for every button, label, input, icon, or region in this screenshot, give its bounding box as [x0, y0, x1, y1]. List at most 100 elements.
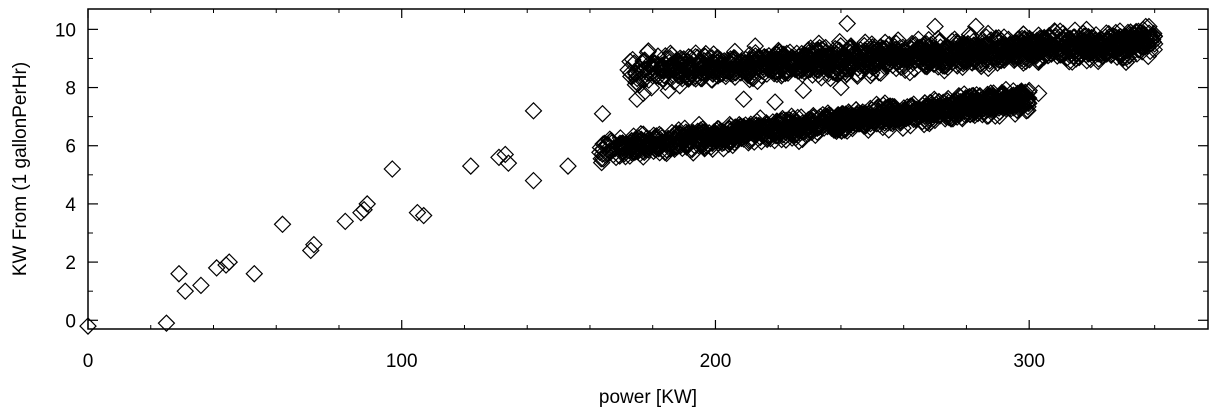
data-point: [767, 112, 786, 131]
data-point: [892, 47, 910, 66]
x-tick-label: 0: [83, 351, 94, 372]
data-point: [930, 45, 948, 63]
data-point: [996, 92, 1015, 111]
y-tick-label: 8: [65, 79, 76, 100]
data-point: [838, 14, 857, 33]
data-point: [1001, 42, 1020, 61]
data-point: [499, 154, 518, 173]
data-point: [647, 66, 666, 85]
data-point: [910, 40, 929, 59]
data-point: [660, 57, 679, 75]
x-axis-ticks: 0 100 200 300: [83, 9, 1156, 372]
data-point: [904, 110, 923, 129]
data-point: [839, 108, 858, 126]
y-tick-label: 0: [65, 311, 76, 332]
data-point: [1066, 21, 1084, 40]
data-point: [739, 62, 757, 81]
data-point: [795, 123, 813, 141]
data-point: [930, 93, 949, 111]
data-point: [903, 34, 921, 53]
data-point: [891, 107, 910, 126]
data-point: [627, 73, 645, 91]
data-point: [461, 157, 480, 175]
data-point: [950, 47, 969, 65]
data-point: [780, 120, 799, 139]
data-point: [1119, 41, 1137, 60]
data-point: [671, 137, 690, 155]
data-point: [832, 44, 851, 62]
data-point: [765, 131, 784, 150]
data-point: [730, 128, 749, 146]
data-point: [763, 113, 782, 131]
data-point: [1121, 30, 1139, 49]
data-point: [1047, 38, 1065, 57]
data-point: [883, 56, 902, 75]
y-tick-label: 4: [65, 195, 76, 216]
data-point: [716, 125, 735, 144]
data-point: [358, 195, 377, 213]
data-point: [987, 46, 1006, 65]
data-point: [832, 107, 851, 126]
data-point: [704, 45, 723, 63]
data-point: [689, 126, 708, 145]
data-point: [79, 317, 97, 335]
data-point: [1061, 29, 1079, 48]
data-point: [928, 99, 946, 118]
data-point: [355, 200, 373, 219]
data-point: [706, 124, 724, 143]
data-point: [731, 60, 749, 79]
data-point: [861, 118, 880, 137]
data-points: [79, 14, 1164, 335]
data-point: [945, 103, 963, 122]
data-point: [723, 127, 742, 145]
data-point: [741, 131, 760, 150]
data-point: [953, 109, 972, 128]
data-point: [686, 70, 705, 88]
data-point: [796, 114, 814, 132]
data-point: [650, 125, 669, 144]
data-point: [962, 49, 980, 68]
data-point: [524, 101, 543, 120]
data-point: [1097, 44, 1116, 63]
data-point: [832, 121, 851, 140]
data-point: [697, 63, 716, 82]
data-point: [157, 314, 176, 333]
data-point: [740, 70, 759, 89]
data-point: [823, 115, 841, 134]
data-point: [673, 127, 692, 146]
data-point: [843, 58, 862, 76]
data-point: [871, 108, 890, 127]
data-point: [301, 241, 320, 260]
data-point: [719, 125, 738, 144]
data-point: [799, 61, 818, 79]
data-point: [609, 136, 627, 155]
data-point: [1002, 33, 1021, 52]
y-tick-label: 2: [65, 253, 76, 274]
data-point: [681, 140, 700, 159]
data-point: [691, 135, 710, 154]
data-point: [832, 78, 850, 97]
data-point: [891, 111, 910, 130]
x-tick-label: 300: [1013, 351, 1045, 372]
data-point: [803, 50, 821, 69]
data-point: [626, 75, 645, 94]
data-point: [1051, 22, 1069, 41]
data-point: [766, 93, 784, 111]
data-point: [1109, 45, 1128, 63]
data-point: [637, 129, 656, 148]
data-point: [906, 35, 925, 54]
data-point: [794, 60, 813, 78]
data-point: [220, 253, 239, 271]
data-point: [923, 44, 942, 62]
data-point: [979, 106, 998, 125]
data-point: [624, 127, 643, 146]
y-axis-label: KW From (1 gallonPerHr): [10, 62, 31, 276]
data-point: [490, 148, 508, 167]
data-point: [665, 61, 684, 80]
data-point: [713, 124, 732, 143]
data-point: [781, 43, 799, 62]
data-point: [625, 143, 643, 162]
data-point: [787, 44, 806, 63]
data-point: [804, 42, 823, 60]
